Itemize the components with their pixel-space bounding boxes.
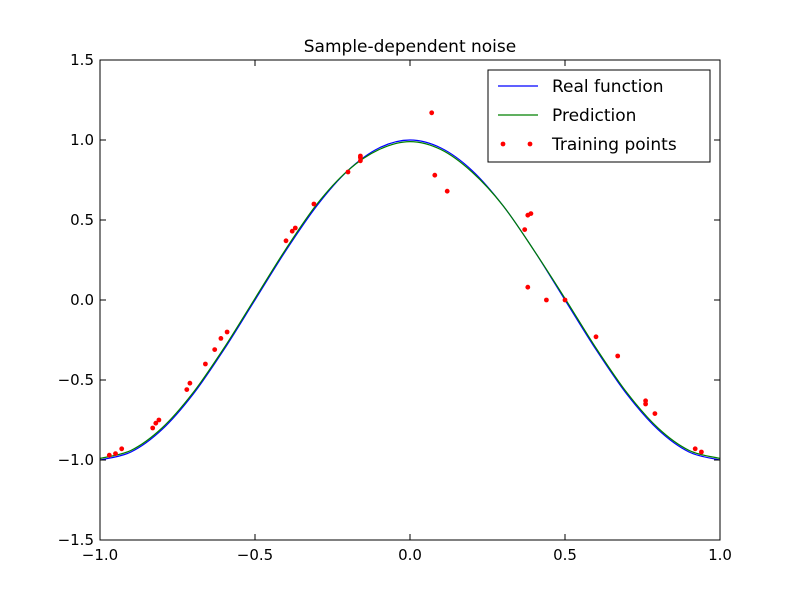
x-tick-label: −0.5 bbox=[237, 546, 273, 564]
legend-label-real-function: Real function bbox=[552, 77, 664, 97]
training-point bbox=[203, 361, 208, 367]
training-point bbox=[150, 425, 156, 431]
legend: Real function Prediction Training points bbox=[487, 69, 711, 163]
y-tick-label: 0.5 bbox=[70, 211, 94, 229]
legend-marker-training-points-2 bbox=[527, 141, 533, 147]
y-tick-label: 1.5 bbox=[70, 51, 94, 69]
legend-frame bbox=[487, 69, 711, 163]
legend-marker-training-points-1 bbox=[500, 141, 506, 147]
y-axis: −1.5 −1.0 −0.5 0.0 0.5 1.0 1.5 bbox=[58, 51, 720, 549]
training-point bbox=[224, 329, 230, 335]
x-tick-label: 0.0 bbox=[398, 546, 422, 564]
y-tick-label: −1.0 bbox=[58, 451, 94, 469]
series-line-real-function bbox=[99, 139, 721, 461]
training-point bbox=[525, 284, 531, 290]
y-tick-label: −1.5 bbox=[58, 531, 94, 549]
training-point bbox=[218, 336, 224, 341]
training-point bbox=[652, 411, 658, 416]
training-point bbox=[345, 169, 351, 175]
training-point bbox=[311, 201, 317, 207]
training-point bbox=[289, 228, 295, 234]
training-point bbox=[156, 417, 162, 423]
training-point bbox=[184, 387, 190, 392]
training-point bbox=[544, 297, 549, 303]
training-point bbox=[106, 452, 112, 458]
y-tick-label: 0.0 bbox=[70, 291, 94, 309]
legend-label-training-points: Training points bbox=[551, 135, 677, 155]
x-tick-label: 0.5 bbox=[553, 546, 577, 564]
legend-label-prediction: Prediction bbox=[552, 106, 636, 126]
training-point bbox=[153, 420, 159, 426]
training-point bbox=[212, 347, 218, 352]
training-point bbox=[432, 172, 438, 178]
chart-title: Sample-dependent noise bbox=[304, 37, 516, 57]
training-point bbox=[528, 211, 534, 217]
training-point bbox=[522, 227, 528, 233]
training-point bbox=[292, 225, 298, 231]
training-point bbox=[444, 188, 450, 194]
training-point bbox=[283, 238, 289, 244]
training-point bbox=[429, 110, 435, 116]
training-point bbox=[593, 334, 599, 340]
training-point bbox=[113, 451, 118, 456]
series-line-prediction bbox=[99, 140, 721, 459]
y-tick-label: −0.5 bbox=[58, 371, 94, 389]
x-tick-label: 1.0 bbox=[708, 546, 732, 564]
training-point bbox=[643, 401, 648, 407]
series-layer bbox=[99, 110, 721, 461]
training-point bbox=[699, 449, 704, 455]
training-point bbox=[187, 380, 193, 386]
x-axis: −1.0 −0.5 0.0 0.5 1.0 bbox=[82, 60, 732, 564]
training-point bbox=[119, 446, 125, 452]
x-tick-label: −1.0 bbox=[82, 546, 118, 564]
training-point bbox=[615, 353, 621, 359]
training-point bbox=[562, 297, 568, 303]
training-point bbox=[692, 446, 698, 452]
y-tick-label: 1.0 bbox=[70, 131, 94, 149]
training-point bbox=[358, 153, 363, 159]
